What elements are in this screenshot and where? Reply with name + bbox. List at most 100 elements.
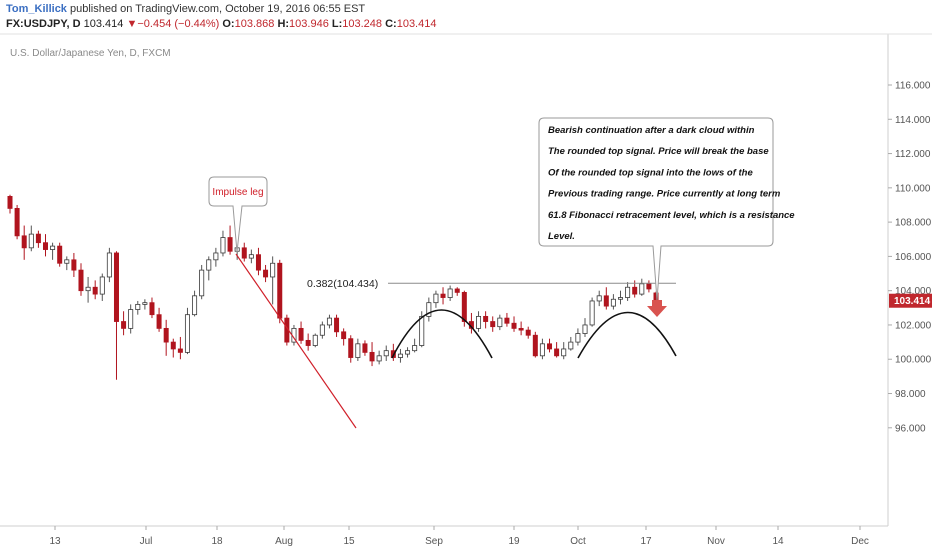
- candle-down: [263, 269, 269, 278]
- last-price-tag: [889, 293, 932, 308]
- candle-up: [405, 350, 411, 355]
- x-tick-label: 15: [343, 536, 355, 547]
- x-tick-label: 14: [772, 536, 784, 547]
- author-link[interactable]: Tom_Killick: [6, 3, 67, 15]
- candle-up: [270, 262, 276, 278]
- rounded-top-arc-right[interactable]: [577, 311, 677, 359]
- candle-down: [21, 235, 27, 249]
- candle-up: [596, 295, 602, 302]
- candle-up: [426, 302, 432, 317]
- candle-down: [490, 321, 496, 328]
- candle-down: [42, 242, 48, 250]
- candle-down: [163, 327, 169, 343]
- y-tick-label: 106.000: [895, 252, 932, 263]
- candle-down: [149, 302, 155, 316]
- y-tick-label: 100.000: [895, 355, 932, 366]
- candle-up: [476, 315, 482, 329]
- candle-down: [14, 208, 20, 237]
- analysis-callout-line: Previous trading range. Price currently …: [548, 189, 781, 200]
- candle-up: [85, 286, 91, 292]
- rounded-top-arc-left[interactable]: [391, 309, 493, 359]
- candle-up: [213, 252, 219, 261]
- analysis-callout-line: Bearish continuation after a dark cloud …: [548, 125, 755, 136]
- candle-up: [618, 297, 624, 300]
- y-tick-label: 114.000: [895, 115, 931, 126]
- chart-title: U.S. Dollar/Japanese Yen, D, FXCM: [10, 48, 171, 59]
- candle-up: [376, 355, 382, 362]
- x-tick-label: 17: [640, 536, 652, 547]
- low-label: L:: [331, 18, 343, 30]
- candle-up: [497, 317, 503, 328]
- candle-down: [170, 341, 176, 350]
- candle-down: [156, 314, 162, 329]
- candle-up: [192, 295, 198, 316]
- candle-up: [319, 324, 325, 336]
- candle-down: [440, 293, 446, 298]
- candle-down: [362, 343, 368, 353]
- candle-down: [78, 269, 84, 292]
- candle-down: [57, 245, 63, 264]
- x-tick-label: 13: [49, 536, 61, 547]
- candle-down: [177, 348, 183, 353]
- analysis-callout-line: Level.: [548, 231, 575, 242]
- x-tick-label: Dec: [851, 536, 869, 547]
- close-value: 103.414: [396, 18, 437, 30]
- analysis-callout-line: 61.8 Fibonacci retracement level, which …: [548, 210, 795, 221]
- candle-up: [135, 303, 141, 310]
- low-value: 103.248: [342, 18, 383, 30]
- symbol-label: FX:USDJPY, D: [6, 18, 81, 30]
- candle-up: [99, 276, 105, 295]
- candle-down: [35, 233, 41, 244]
- close-label: C:: [385, 18, 397, 30]
- candle-up: [568, 341, 574, 350]
- candle-up: [610, 298, 616, 307]
- candle-down: [454, 288, 460, 293]
- candle-down: [277, 262, 283, 319]
- impulse-callout-text: Impulse leg: [212, 187, 263, 198]
- impulse-leg-line[interactable]: [235, 253, 357, 429]
- candle-up: [199, 269, 205, 297]
- candle-down: [632, 286, 638, 295]
- candle-up: [184, 314, 190, 353]
- candle-up: [383, 350, 389, 357]
- candle-down: [603, 295, 609, 307]
- candle-down: [518, 327, 524, 331]
- impulse-callout-box[interactable]: [208, 176, 268, 253]
- candle-down: [255, 254, 261, 271]
- analysis-callout-box[interactable]: [538, 117, 774, 301]
- symbol-info: FX:USDJPY, D 103.414 ▼−0.454 (−0.44%) O:…: [6, 18, 436, 30]
- candle-down: [71, 259, 77, 271]
- candle-up: [248, 254, 254, 259]
- candle-down: [348, 338, 354, 358]
- candle-up: [50, 245, 56, 250]
- candle-up: [639, 283, 645, 295]
- candle-up: [128, 309, 134, 329]
- last-price: 103.414: [83, 18, 124, 30]
- candle-down: [532, 334, 538, 357]
- high-label: H:: [277, 18, 290, 30]
- candle-down: [334, 317, 340, 333]
- candle-down: [483, 315, 489, 322]
- y-tick-label: 96.000: [895, 423, 926, 434]
- x-tick-label: Jul: [140, 536, 153, 547]
- candle-up: [589, 300, 595, 326]
- candle-up: [220, 237, 226, 254]
- candle-down: [525, 329, 531, 336]
- candle-down: [298, 327, 304, 341]
- analysis-callout-line: Of the rounded top signal into the lows …: [548, 167, 753, 178]
- open-value: 103.868: [234, 18, 275, 30]
- candle-down: [554, 348, 560, 357]
- candle-down: [547, 343, 553, 350]
- candle-up: [312, 334, 318, 346]
- candle-up: [206, 259, 212, 271]
- candle-down: [504, 317, 510, 324]
- candle-up: [106, 252, 112, 278]
- x-tick-label: Sep: [425, 536, 443, 547]
- candle-up: [561, 348, 567, 357]
- candle-up: [582, 324, 588, 334]
- high-value: 103.946: [289, 18, 329, 30]
- last-price-tag-label: 103.414: [894, 296, 931, 307]
- change-value: −0.454 (−0.44%): [137, 18, 220, 30]
